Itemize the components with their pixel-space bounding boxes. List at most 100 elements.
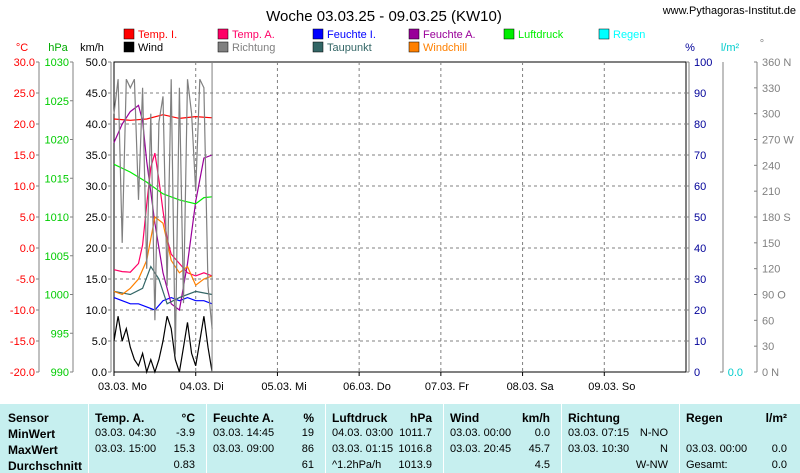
stats-cell-time: 03.03. 09:00 (213, 443, 275, 455)
weather-chart: Woche 03.03.25 - 09.03.25 (KW10) www.Pyt… (10, 5, 796, 393)
stats-cell-time: 03.03. 10:30 (568, 443, 630, 455)
temp-tick-label: 30.0 (14, 57, 35, 69)
stats-cell-value: 45.7 (528, 443, 550, 455)
dir-tick-label: 60 (762, 315, 774, 327)
series-line-taupunkt (113, 265, 213, 305)
stats-cell-value: -3.9 (176, 427, 195, 439)
stats-cell-time: 03.03. 04:30 (95, 427, 157, 439)
hum-tick-label: 60 (694, 181, 706, 193)
wind-tick-label: 5.0 (92, 336, 107, 348)
legend: Temp. I. Temp. A. Feuchte I. Feuchte A. Luft… (123, 28, 645, 54)
series-line-feuchte-a- (113, 104, 213, 312)
stats-col-header: Regen (686, 411, 723, 425)
wind-tick-label: 35.0 (86, 150, 107, 162)
press-tick-label: 1015 (45, 173, 69, 185)
temp-tick-label: -15.0 (10, 336, 35, 348)
dir-tick-label: 240 (762, 160, 780, 172)
dir-tick-label: 270 W (762, 135, 794, 147)
series-line-wind (113, 316, 213, 375)
stats-cell-value: 1011.7 (399, 427, 432, 439)
wind-tick-label: 0.0 (92, 367, 107, 379)
dir-tick-label: 150 (762, 238, 780, 250)
statistics-table: Sensor MinWert MaxWert Durchschnitt Temp… (0, 404, 800, 473)
stats-cell-value: 61 (301, 459, 314, 471)
temp-tick-label: 10.0 (14, 181, 35, 193)
wind-tick-label: 45.0 (86, 88, 107, 100)
stats-label-max: MaxWert (8, 443, 58, 457)
hum-tick-label: 100 (694, 57, 712, 69)
rain-tick-label: 0.0 (728, 367, 743, 379)
hum-tick-label: 90 (694, 88, 706, 100)
legend-swatch (123, 28, 135, 40)
stats-col-richtung: Richtung 03.03. 07:15 N-NO 03.03. 10:30 N W-N… (561, 404, 674, 473)
legend-swatch (503, 28, 515, 40)
stats-cell-time: 03.03. 15:00 (95, 443, 157, 455)
stats-cell-value: 1016.8 (398, 443, 432, 455)
series-line-feuchte-i- (113, 296, 213, 311)
dir-tick-label: 90 O (762, 290, 786, 302)
temp-tick-label: -10.0 (10, 305, 35, 317)
stats-cell-value: 0.0 (771, 443, 787, 455)
site-label: www.Pythagoras-Institut.de (662, 5, 796, 17)
stats-cell-value: 4.5 (534, 459, 550, 471)
stats-cell-value: N (660, 443, 668, 455)
stats-col-header: Richtung (568, 411, 620, 425)
legend-swatch (598, 28, 610, 40)
x-tick-label: 03.03. Mo (98, 381, 147, 393)
stats-col-unit: l/m² (765, 411, 787, 425)
wind-tick-label: 30.0 (86, 181, 107, 193)
legend-swatch (312, 41, 324, 53)
dir-tick-label: 0 N (762, 367, 779, 379)
legend-label: Windchill (423, 42, 467, 54)
stats-cell-time: 04.03. 03:00 (332, 427, 394, 439)
rain-unit: l/m² (721, 42, 740, 54)
legend-label: Feuchte A. (423, 29, 476, 41)
temp-tick-label: 5.0 (20, 212, 35, 224)
stats-cell-time: 03.03. 00:00 (686, 443, 748, 455)
stats-col-temp-a-: Temp. A. °C 03.03. 04:30 -3.9 03.03. 15:00 15… (88, 404, 201, 473)
press-tick-label: 995 (51, 328, 69, 340)
stats-col-unit: % (303, 411, 314, 425)
legend-swatch (408, 28, 420, 40)
grid (113, 61, 687, 373)
press-tick-label: 1010 (45, 212, 69, 224)
stats-col-feuchte-a-: Feuchte A.% 03.03. 14:45 19 03.03. 09:00 86 6… (206, 404, 320, 473)
series-line-luftdruck (113, 163, 213, 205)
legend-swatch (312, 28, 324, 40)
stats-cell-time: Gesamt: (686, 459, 728, 471)
stats-col-header: Wind (450, 411, 480, 425)
hum-tick-label: 50 (694, 212, 706, 224)
stats-cell-time: 03.03. 01:15 (332, 443, 394, 455)
x-tick-label: 06.03. Do (343, 381, 391, 393)
hum-tick-label: 40 (694, 243, 706, 255)
stats-cell-value: 0.0 (534, 427, 550, 439)
stats-cell-value: W-NW (635, 459, 668, 471)
dir-tick-label: 180 S (762, 212, 791, 224)
hum-tick-label: 70 (694, 150, 706, 162)
wind-tick-label: 10.0 (86, 305, 107, 317)
x-tick-label: 07.03. Fr (425, 381, 469, 393)
stats-col-unit: km/h (521, 411, 550, 425)
stats-cell-value: 15.3 (173, 443, 195, 455)
wind-tick-label: 25.0 (86, 212, 107, 224)
stats-cell-value: 0.0 (771, 459, 787, 471)
legend-swatch (123, 41, 135, 53)
temp-tick-label: -5.0 (16, 274, 35, 286)
stats-row-labels: Sensor MinWert MaxWert Durchschnitt (0, 404, 88, 473)
wind-tick-label: 40.0 (86, 119, 107, 131)
temp-tick-label: 15.0 (14, 150, 35, 162)
stats-cell-value: N-NO (639, 427, 668, 439)
legend-label: Luftdruck (518, 29, 564, 41)
stats-cell-value: 86 (301, 443, 314, 455)
legend-swatch (217, 41, 229, 53)
stats-col-luftdruck: Luftdruck hPa 04.03. 03:00 1011.7 03.03. 01:… (325, 404, 438, 473)
hum-unit: % (685, 42, 695, 54)
stats-label-min: MinWert (8, 427, 56, 441)
temp-tick-label: 0.0 (20, 243, 35, 255)
stats-col-regen: Regen l/m² 03.03. 00:00 0.0 Gesamt: 0.0 (679, 404, 793, 473)
hum-tick-label: 80 (694, 119, 706, 131)
legend-swatch (408, 41, 420, 53)
temp-tick-label: 25.0 (14, 88, 35, 100)
legend-swatch (217, 28, 229, 40)
stats-cell-value: 0.83 (173, 459, 195, 471)
